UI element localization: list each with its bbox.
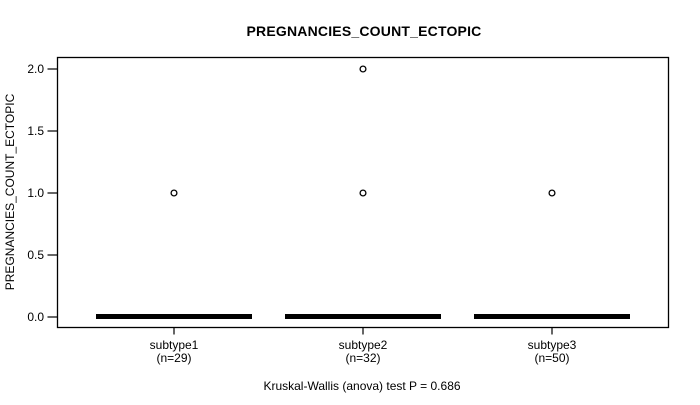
- x-axis-category-label: subtype3: [528, 338, 577, 352]
- plot-marks: 0.00.51.01.52.0subtype1(n=29)subtype2(n=…: [27, 56, 670, 365]
- stat-test-caption: Kruskal-Wallis (anova) test P = 0.686: [263, 379, 460, 393]
- x-axis-count-label: (n=29): [156, 351, 191, 365]
- chart-title: PREGNANCIES_COUNT_ECTOPIC: [246, 23, 481, 39]
- y-axis-tick-label: 0.5: [27, 248, 44, 262]
- y-axis-tick-label: 1.0: [27, 186, 44, 200]
- x-axis-category-label: subtype1: [150, 338, 199, 352]
- y-axis-label: PREGNANCIES_COUNT_ECTOPIC: [3, 93, 17, 290]
- x-axis-count-label: (n=32): [345, 351, 380, 365]
- outlier-point: [170, 189, 178, 197]
- outlier-point: [359, 189, 367, 197]
- y-axis-tick-label: 1.5: [27, 124, 44, 138]
- x-axis-category-label: subtype2: [339, 338, 388, 352]
- outlier-point: [359, 65, 367, 73]
- y-axis-tick-label: 2.0: [27, 62, 44, 76]
- y-axis-tick-label: 0.0: [27, 310, 44, 324]
- x-axis-count-label: (n=50): [534, 351, 569, 365]
- outlier-point: [548, 189, 556, 197]
